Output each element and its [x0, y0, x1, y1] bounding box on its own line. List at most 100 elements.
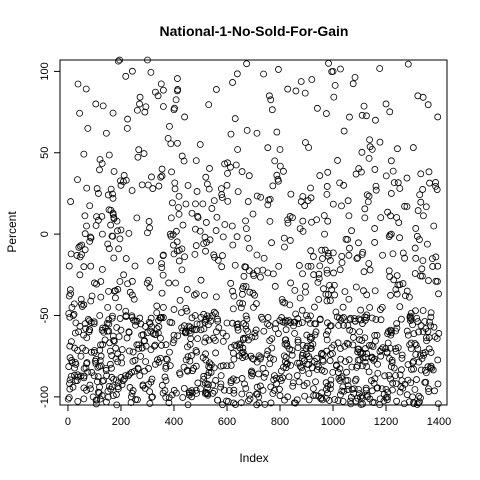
data-point: [264, 347, 272, 355]
data-point: [385, 371, 393, 379]
data-point: [96, 166, 103, 174]
data-point: [192, 225, 199, 233]
data-point: [421, 318, 429, 325]
data-point: [357, 306, 364, 314]
data-point: [203, 312, 211, 320]
data-point: [338, 252, 346, 260]
data-point: [133, 214, 141, 222]
data-point: [329, 368, 337, 376]
data-point: [259, 364, 267, 372]
data-point: [426, 179, 433, 187]
data-point: [426, 318, 433, 326]
data-point: [339, 397, 347, 405]
data-point: [173, 238, 181, 246]
data-point: [238, 290, 246, 298]
data-point: [344, 197, 352, 205]
data-point: [118, 359, 126, 367]
data-point: [140, 337, 148, 345]
data-point: [99, 324, 107, 332]
data-point: [188, 352, 195, 359]
data-point: [430, 222, 438, 230]
data-point: [419, 307, 427, 314]
data-point: [84, 124, 92, 132]
data-point: [398, 315, 405, 323]
data-point: [299, 350, 307, 357]
data-point: [380, 390, 388, 398]
data-point: [356, 390, 363, 397]
data-point: [416, 352, 424, 359]
data-point: [314, 278, 322, 286]
data-point: [159, 303, 167, 311]
data-point: [383, 396, 391, 404]
data-point: [245, 172, 253, 180]
data-point: [128, 314, 136, 321]
data-point: [282, 336, 290, 344]
data-point: [357, 316, 365, 324]
data-point: [201, 233, 209, 241]
data-point: [346, 316, 354, 324]
data-point: [340, 127, 348, 135]
data-point: [355, 165, 363, 172]
data-point: [401, 254, 408, 262]
data-point: [425, 345, 433, 353]
data-point: [157, 334, 164, 342]
data-point: [236, 299, 244, 307]
data-point: [122, 72, 130, 80]
data-point: [410, 330, 418, 338]
data-point: [250, 355, 257, 363]
data-point: [363, 191, 371, 199]
data-point: [95, 190, 102, 197]
data-point: [338, 387, 346, 395]
data-point: [174, 86, 182, 93]
data-point: [407, 379, 415, 387]
data-point: [271, 386, 278, 394]
data-point: [358, 111, 366, 119]
data-point: [318, 366, 326, 374]
data-point: [80, 395, 88, 403]
data-point: [414, 207, 422, 214]
data-point: [412, 225, 420, 232]
data-point: [336, 266, 344, 274]
data-point: [145, 218, 153, 225]
data-point: [201, 338, 209, 346]
data-point: [378, 303, 386, 311]
x-tick-label: 1200: [374, 416, 398, 428]
data-point: [329, 350, 336, 358]
data-point: [106, 360, 114, 368]
data-point: [315, 275, 323, 282]
data-point: [191, 250, 199, 258]
data-point: [315, 270, 323, 278]
data-point: [210, 197, 218, 205]
data-point: [236, 341, 244, 349]
data-point: [105, 287, 112, 295]
data-point: [192, 242, 200, 249]
data-point: [276, 146, 284, 153]
data-point: [266, 217, 274, 225]
data-point: [141, 384, 149, 392]
data-point: [170, 336, 178, 344]
data-point: [144, 329, 151, 337]
data-point: [194, 214, 202, 221]
data-point: [409, 144, 417, 151]
data-point: [229, 241, 237, 249]
data-point: [93, 280, 100, 288]
data-point: [382, 172, 390, 180]
data-point: [80, 263, 88, 271]
data-point: [392, 327, 399, 335]
data-point: [363, 350, 371, 357]
data-point: [227, 379, 235, 386]
data-point: [243, 126, 251, 134]
data-point: [70, 300, 78, 308]
data-point: [305, 144, 313, 151]
data-point: [330, 93, 338, 101]
data-point: [427, 313, 435, 321]
data-point: [227, 163, 234, 171]
data-point: [269, 182, 277, 190]
data-point: [425, 385, 432, 393]
data-point: [83, 386, 90, 394]
data-point: [230, 386, 238, 394]
data-point: [213, 213, 221, 221]
data-point: [291, 318, 299, 326]
data-point: [389, 167, 397, 175]
data-point: [67, 250, 75, 258]
